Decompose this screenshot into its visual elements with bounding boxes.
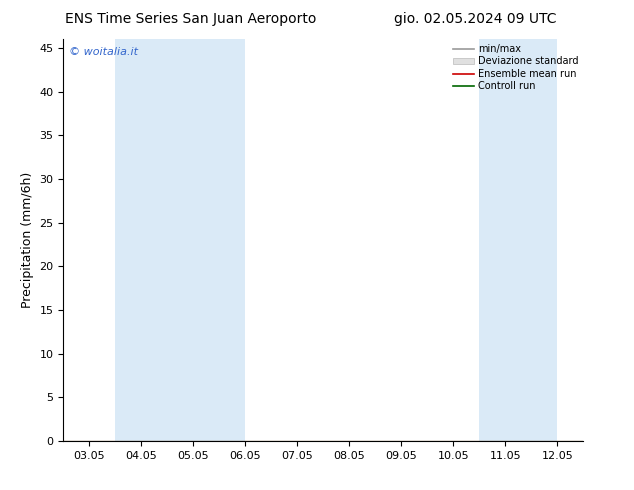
Legend: min/max, Deviazione standard, Ensemble mean run, Controll run: min/max, Deviazione standard, Ensemble m… xyxy=(451,42,580,93)
Text: gio. 02.05.2024 09 UTC: gio. 02.05.2024 09 UTC xyxy=(394,12,557,26)
Bar xyxy=(115,39,245,441)
Text: ENS Time Series San Juan Aeroporto: ENS Time Series San Juan Aeroporto xyxy=(65,12,316,26)
Text: © woitalia.it: © woitalia.it xyxy=(68,47,138,57)
Bar xyxy=(479,39,557,441)
Y-axis label: Precipitation (mm/6h): Precipitation (mm/6h) xyxy=(21,172,34,308)
